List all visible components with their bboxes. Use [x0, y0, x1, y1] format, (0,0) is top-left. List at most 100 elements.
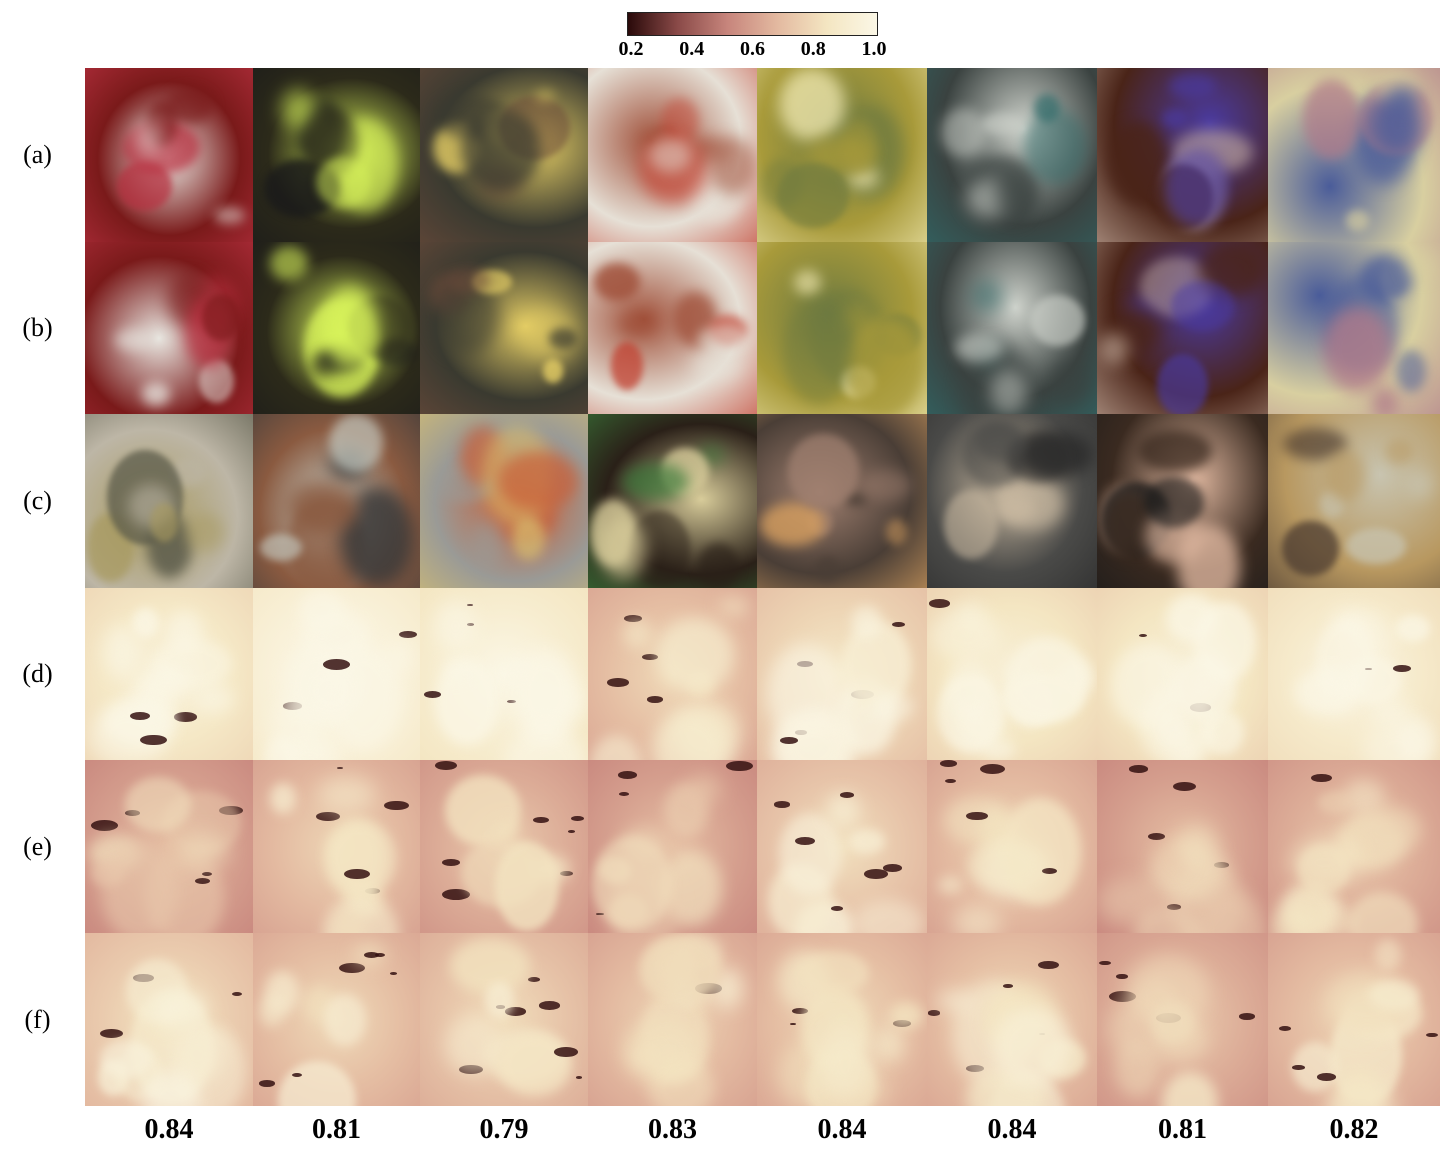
- map-blob: [201, 871, 212, 876]
- map-blob: [571, 816, 585, 822]
- attention-map-tile: [253, 760, 420, 933]
- map-blob: [523, 713, 567, 746]
- map-blob: [318, 776, 377, 813]
- map-blob: [176, 834, 229, 868]
- column-score: 0.81: [312, 1114, 361, 1145]
- photo-blob: [970, 280, 1004, 313]
- photo-blob: [982, 113, 1021, 135]
- photo-blob: [115, 329, 152, 352]
- map-blob: [1292, 1065, 1305, 1071]
- map-blob: [151, 989, 208, 1028]
- map-blob: [1138, 633, 1148, 638]
- photo-blob: [600, 516, 646, 580]
- photo-blob: [259, 534, 303, 562]
- map-blob: [591, 836, 673, 931]
- photo-blob: [1029, 294, 1086, 347]
- attention-map-tile: [85, 760, 253, 933]
- photo-tile: [253, 68, 420, 242]
- map-blob: [259, 1080, 276, 1087]
- photo-blob: [814, 556, 840, 582]
- colorbar-tick: 0.6: [740, 38, 765, 60]
- photo-blob: [1345, 210, 1370, 231]
- map-blob: [263, 736, 299, 760]
- map-blob: [1347, 657, 1403, 705]
- map-blob: [1271, 904, 1316, 933]
- attention-map-tile: [927, 588, 1097, 760]
- photo-tile: [927, 414, 1097, 588]
- map-blob: [958, 601, 985, 636]
- photo-blob: [1384, 439, 1413, 465]
- map-blob: [301, 664, 360, 719]
- attention-map-tile: [420, 588, 588, 760]
- map-blob: [576, 1076, 583, 1079]
- map-blob: [1396, 615, 1431, 642]
- map-blob: [385, 640, 414, 674]
- photo-blob: [778, 68, 845, 141]
- map-blob: [316, 811, 341, 822]
- photo-tile: [1097, 242, 1268, 414]
- attention-map-tile: [1097, 933, 1268, 1106]
- map-blob: [485, 981, 515, 1018]
- photo-blob: [329, 414, 384, 473]
- map-blob: [1147, 832, 1166, 840]
- photo-blob: [322, 286, 378, 368]
- photo-blob: [146, 101, 177, 147]
- map-blob: [1178, 823, 1218, 867]
- attention-map-tile: [927, 933, 1097, 1106]
- map-blob: [398, 630, 418, 639]
- map-blob: [449, 937, 530, 994]
- map-blob: [389, 971, 398, 975]
- map-blob: [983, 738, 1016, 760]
- map-blob: [193, 684, 235, 714]
- map-blob: [89, 702, 171, 760]
- colorbar-tick: 0.2: [618, 38, 644, 60]
- map-blob: [889, 1001, 924, 1029]
- map-blob: [494, 820, 521, 846]
- map-blob: [1393, 664, 1412, 672]
- photo-tile: [588, 242, 757, 414]
- map-blob: [646, 695, 664, 703]
- map-blob: [1194, 602, 1256, 682]
- photo-blob: [498, 451, 579, 510]
- photo-tile: [85, 242, 253, 414]
- map-blob: [873, 1026, 904, 1064]
- map-blob: [1425, 1032, 1438, 1038]
- attention-map-tile: [927, 760, 1097, 933]
- attention-map-tile: [757, 933, 927, 1106]
- photo-blob: [647, 137, 693, 174]
- photo-blob: [696, 325, 750, 353]
- column-score: 0.84: [987, 1114, 1037, 1145]
- map-blob: [506, 659, 532, 678]
- map-blob: [624, 614, 643, 622]
- map-blob: [495, 841, 560, 932]
- photo-tile: [85, 414, 253, 588]
- map-blob: [100, 1040, 153, 1078]
- row-label: (e): [23, 831, 52, 861]
- photo-blob: [1049, 359, 1092, 404]
- map-blob: [334, 912, 366, 933]
- photo-blob: [844, 492, 868, 506]
- colorbar-tick: 0.8: [800, 38, 826, 60]
- map-blob: [648, 1056, 715, 1106]
- photo-blob: [777, 163, 850, 229]
- photo-blob: [281, 88, 315, 130]
- photo-blob: [997, 494, 1035, 521]
- map-blob: [325, 820, 397, 898]
- photo-blob: [1144, 476, 1204, 528]
- map-blob: [100, 1028, 123, 1038]
- attention-map-tile: [1268, 933, 1440, 1106]
- photo-tile: [927, 68, 1097, 242]
- photo-blob: [534, 89, 556, 103]
- map-blob: [1238, 1013, 1255, 1020]
- map-blob: [718, 597, 749, 616]
- figure-grid: [85, 68, 1440, 1106]
- map-blob: [527, 977, 541, 982]
- map-blob: [384, 800, 409, 811]
- photo-tile: [85, 68, 253, 242]
- map-blob: [434, 600, 478, 651]
- photo-blob: [693, 352, 742, 381]
- attention-map-tile: [1268, 588, 1440, 760]
- photo-blob: [149, 502, 178, 543]
- photo-blob: [1303, 78, 1360, 160]
- map-blob: [864, 869, 889, 879]
